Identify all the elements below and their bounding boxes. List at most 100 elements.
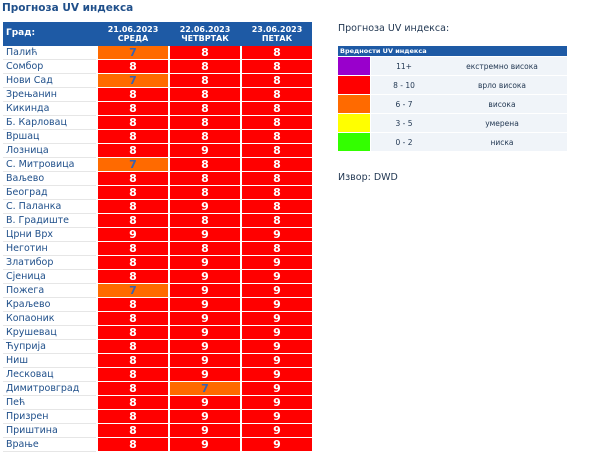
legend-range: 6 - 7 bbox=[370, 94, 437, 114]
uv-value-cell: 8 bbox=[170, 171, 240, 186]
uv-value-cell: 9 bbox=[170, 339, 240, 354]
uv-value-cell: 8 bbox=[170, 87, 240, 102]
uv-value-cell: 8 bbox=[170, 115, 240, 130]
city-name: Сјеница bbox=[3, 269, 96, 284]
uv-value-cell: 8 bbox=[98, 325, 168, 340]
uv-value-cell: 8 bbox=[242, 199, 312, 214]
legend-color-swatch bbox=[338, 56, 371, 76]
uv-value-cell: 8 bbox=[170, 59, 240, 74]
uv-value-cell: 8 bbox=[98, 241, 168, 256]
uv-value-cell: 8 bbox=[242, 157, 312, 172]
city-column-header: Град: bbox=[3, 22, 96, 46]
day-date: 23.06.2023 bbox=[251, 24, 303, 34]
day-date: 21.06.2023 bbox=[107, 24, 159, 34]
uv-value-cell: 8 bbox=[98, 255, 168, 270]
legend-row: 11+ екстремно висока bbox=[338, 56, 567, 76]
uv-value-cell: 8 bbox=[98, 381, 168, 396]
uv-value-cell: 8 bbox=[242, 115, 312, 130]
uv-value-cell: 9 bbox=[170, 199, 240, 214]
uv-value-cell: 9 bbox=[242, 311, 312, 326]
table-row: Ваљево 8 8 8 bbox=[3, 171, 312, 186]
table-row: Пећ 8 9 9 bbox=[3, 395, 312, 410]
uv-value-cell: 9 bbox=[242, 325, 312, 340]
legend-label: ниска bbox=[437, 132, 567, 151]
table-row: Палић 7 8 8 bbox=[3, 46, 312, 60]
city-name: В. Градиште bbox=[3, 213, 96, 228]
legend-range: 8 - 10 bbox=[370, 75, 437, 95]
uv-value-cell: 7 bbox=[98, 46, 168, 60]
legend-label: висока bbox=[437, 94, 567, 114]
uv-value-cell: 8 bbox=[98, 101, 168, 116]
uv-value-cell: 8 bbox=[170, 213, 240, 228]
city-name: Златибор bbox=[3, 255, 96, 270]
day-weekday: ЧЕТВРТАК bbox=[181, 34, 229, 43]
uv-value-cell: 8 bbox=[98, 437, 168, 452]
city-name: Београд bbox=[3, 185, 96, 200]
uv-value-cell: 8 bbox=[98, 353, 168, 368]
uv-value-cell: 9 bbox=[170, 353, 240, 368]
uv-value-cell: 9 bbox=[170, 409, 240, 424]
uv-value-cell: 8 bbox=[242, 143, 312, 158]
uv-value-cell: 7 bbox=[170, 381, 240, 396]
city-name: Палић bbox=[3, 46, 96, 60]
city-name: Пећ bbox=[3, 395, 96, 410]
day-weekday: СРЕДА bbox=[117, 34, 149, 43]
uv-value-cell: 8 bbox=[98, 143, 168, 158]
uv-value-cell: 9 bbox=[170, 367, 240, 382]
table-row: Неготин 8 8 8 bbox=[3, 241, 312, 256]
table-row: С. Митровица 7 8 8 bbox=[3, 157, 312, 172]
legend-row: 6 - 7 висока bbox=[338, 94, 567, 114]
city-name: Неготин bbox=[3, 241, 96, 256]
uv-value-cell: 8 bbox=[242, 241, 312, 256]
uv-value-cell: 8 bbox=[170, 185, 240, 200]
uv-legend-table: Вредности UV индекса 11+ екстремно висока… bbox=[338, 46, 567, 151]
uv-value-cell: 8 bbox=[242, 59, 312, 74]
uv-value-cell: 8 bbox=[98, 213, 168, 228]
uv-value-cell: 9 bbox=[170, 311, 240, 326]
city-name: Димитровград bbox=[3, 381, 96, 396]
table-row: Б. Карловац 8 8 8 bbox=[3, 115, 312, 130]
uv-value-cell: 8 bbox=[98, 297, 168, 312]
table-row: Копаоник 8 9 9 bbox=[3, 311, 312, 326]
table-row: Димитровград 8 7 9 bbox=[3, 381, 312, 396]
legend-label: врло висока bbox=[437, 75, 567, 95]
uv-value-cell: 8 bbox=[170, 101, 240, 116]
uv-value-cell: 8 bbox=[98, 409, 168, 424]
table-row: Лозница 8 9 8 bbox=[3, 143, 312, 158]
uv-value-cell: 8 bbox=[242, 213, 312, 228]
city-name: Кикинда bbox=[3, 101, 96, 116]
legend-color-swatch bbox=[338, 113, 371, 133]
legend-color-swatch bbox=[338, 75, 371, 95]
table-row: Кикинда 8 8 8 bbox=[3, 101, 312, 116]
uv-value-cell: 9 bbox=[242, 339, 312, 354]
city-name: Лесковац bbox=[3, 367, 96, 382]
table-row: Зрењанин 8 8 8 bbox=[3, 87, 312, 102]
legend-label: екстремно висока bbox=[437, 56, 567, 76]
uv-value-cell: 8 bbox=[242, 129, 312, 144]
uv-value-cell: 9 bbox=[170, 227, 240, 242]
uv-value-cell: 9 bbox=[242, 395, 312, 410]
city-name: Ћуприја bbox=[3, 339, 96, 354]
city-name: Зрењанин bbox=[3, 87, 96, 102]
day-date: 22.06.2023 bbox=[179, 24, 231, 34]
table-row: Сјеница 8 9 9 bbox=[3, 269, 312, 284]
uv-value-cell: 9 bbox=[242, 227, 312, 242]
city-name: Лозница bbox=[3, 143, 96, 158]
uv-value-cell: 8 bbox=[98, 59, 168, 74]
legend-title: Прогноза UV индекса: bbox=[338, 23, 450, 34]
table-row: Пожега 7 9 9 bbox=[3, 283, 312, 298]
uv-value-cell: 8 bbox=[98, 339, 168, 354]
uv-value-cell: 9 bbox=[242, 283, 312, 298]
uv-value-cell: 8 bbox=[98, 367, 168, 382]
table-row: Призрен 8 9 9 bbox=[3, 409, 312, 424]
uv-value-cell: 8 bbox=[98, 129, 168, 144]
uv-value-cell: 8 bbox=[98, 423, 168, 438]
uv-value-cell: 9 bbox=[170, 269, 240, 284]
uv-value-cell: 8 bbox=[170, 73, 240, 88]
uv-value-cell: 9 bbox=[170, 325, 240, 340]
table-row: Лесковац 8 9 9 bbox=[3, 367, 312, 382]
day-header-3: 23.06.2023 ПЕТАК bbox=[242, 22, 312, 46]
legend-color-swatch bbox=[338, 132, 371, 151]
uv-value-cell: 8 bbox=[170, 46, 240, 60]
uv-value-cell: 9 bbox=[242, 269, 312, 284]
